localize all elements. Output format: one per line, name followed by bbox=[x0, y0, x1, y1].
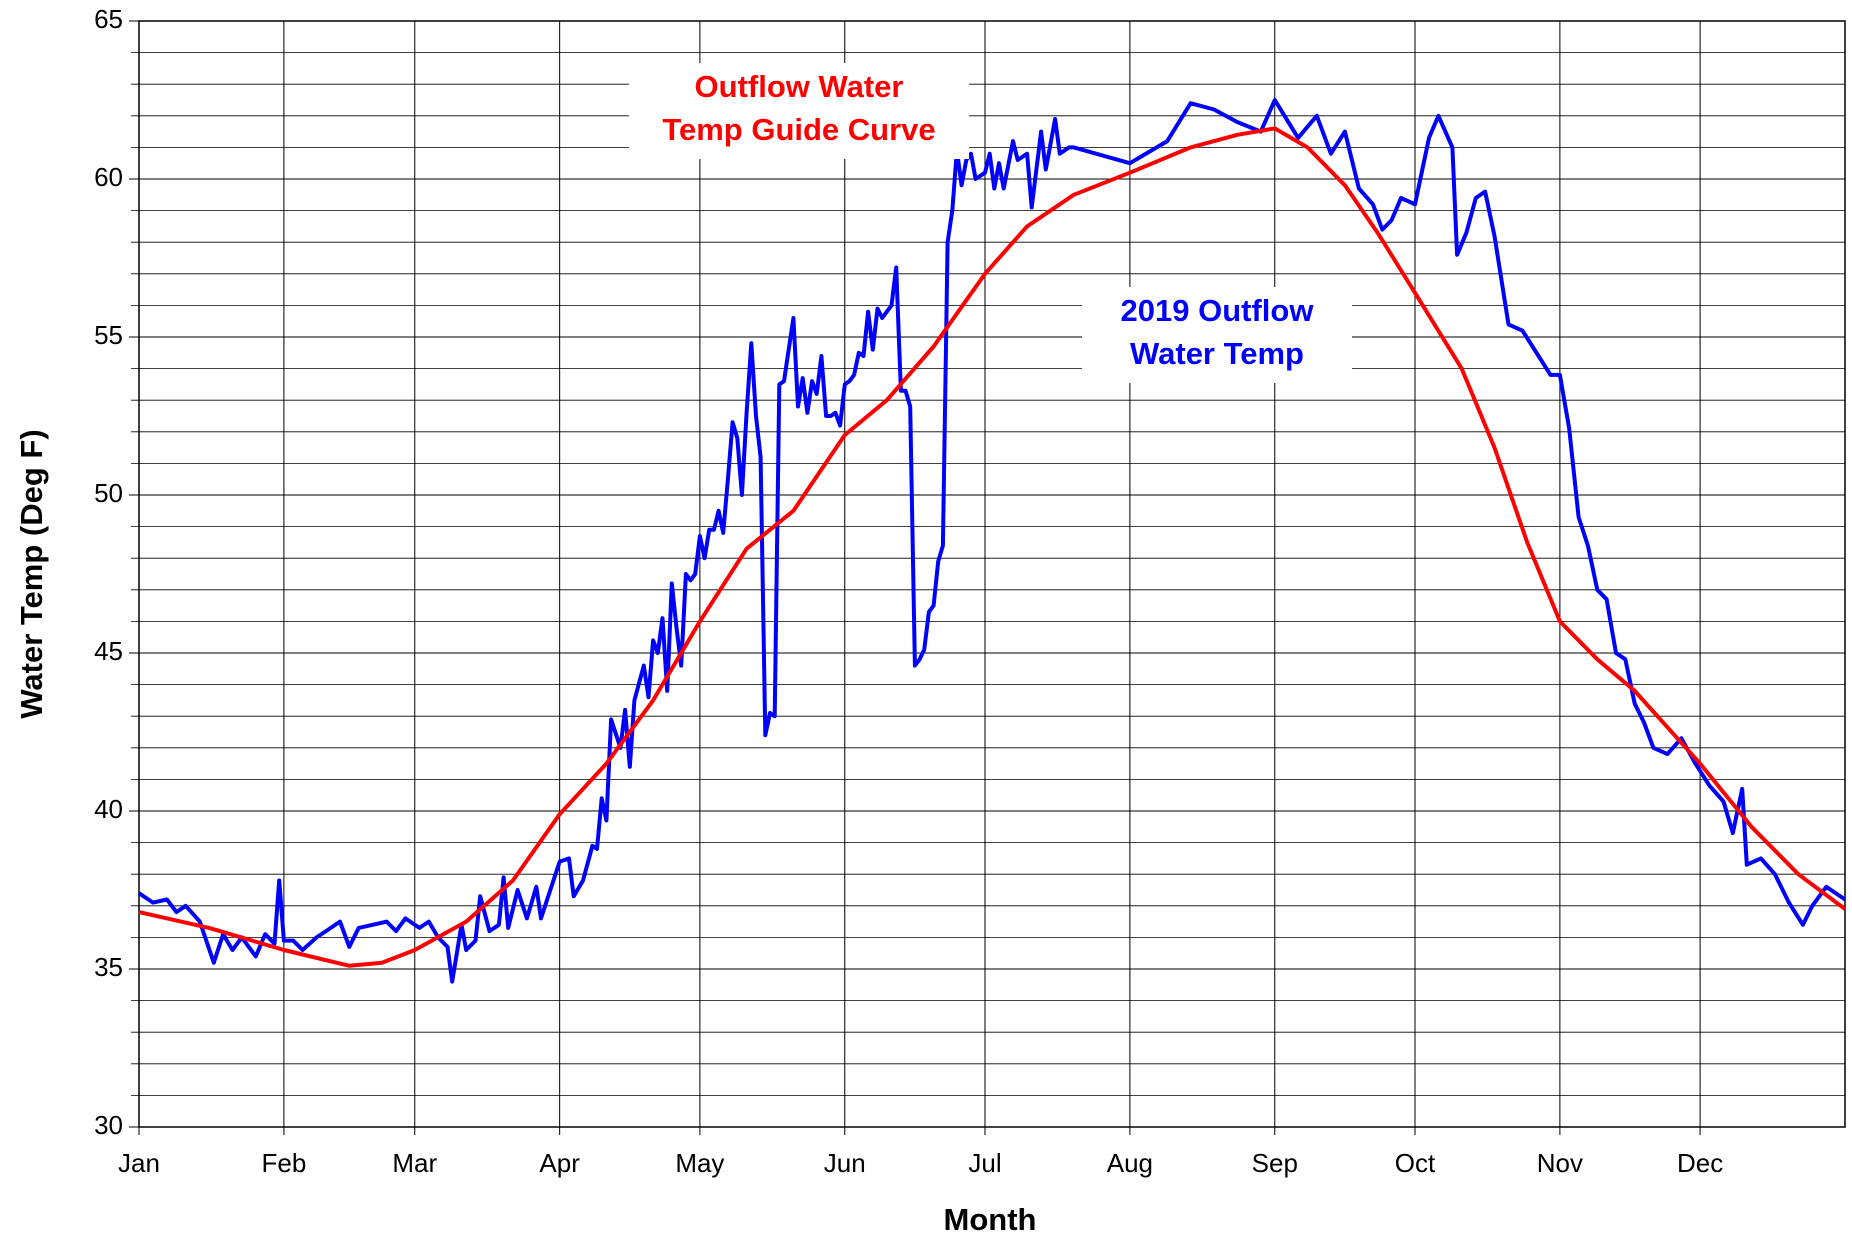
x-tick-label: Apr bbox=[539, 1148, 580, 1178]
x-tick-label: Aug bbox=[1107, 1148, 1153, 1178]
annotation-background bbox=[1082, 287, 1352, 383]
y-tick-label: 50 bbox=[94, 478, 123, 508]
y-tick-label: 45 bbox=[94, 636, 123, 666]
x-tick-label: Dec bbox=[1677, 1148, 1723, 1178]
y-tick-label: 35 bbox=[94, 952, 123, 982]
y-axis-title: Water Temp (Deg F) bbox=[14, 429, 49, 718]
x-axis-title: Month bbox=[944, 1202, 1037, 1237]
y-tick-label: 55 bbox=[94, 320, 123, 350]
annotation: Temp Guide Curve bbox=[662, 112, 935, 147]
x-tick-label: Nov bbox=[1537, 1148, 1583, 1178]
y-tick-label: 30 bbox=[94, 1110, 123, 1140]
y-tick-label: 40 bbox=[94, 794, 123, 824]
x-tick-label: Feb bbox=[261, 1148, 306, 1178]
series-line bbox=[137, 98, 1847, 984]
annotation: Water Temp bbox=[1130, 336, 1304, 371]
x-tick-label: Oct bbox=[1395, 1148, 1436, 1178]
plot-frame bbox=[138, 20, 1846, 1128]
x-tick-label: Sep bbox=[1252, 1148, 1298, 1178]
x-tick-label: Mar bbox=[392, 1148, 437, 1178]
x-tick-label: Jul bbox=[968, 1148, 1001, 1178]
y-tick-label: 60 bbox=[94, 162, 123, 192]
x-tick-label: May bbox=[675, 1148, 724, 1178]
annotation: 2019 Outflow bbox=[1121, 293, 1315, 328]
series-line bbox=[138, 126, 1847, 968]
annotation-background bbox=[629, 63, 969, 159]
x-tick-label: Jun bbox=[824, 1148, 866, 1178]
annotation: Outflow Water bbox=[695, 69, 904, 104]
x-tick-label: Jan bbox=[118, 1148, 160, 1178]
y-tick-label: 65 bbox=[94, 4, 123, 34]
